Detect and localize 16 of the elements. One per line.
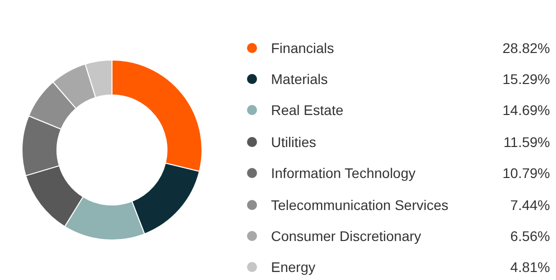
data-label: 10.79%	[502, 165, 550, 182]
legend-label: Information Technology	[271, 165, 416, 182]
legend-label: Materials	[271, 71, 329, 88]
data-label: 4.81%	[510, 259, 550, 276]
legend-label: Real Estate	[271, 102, 344, 118]
data-label: 15.29%	[502, 71, 550, 88]
data-label: 14.69%	[502, 102, 550, 118]
legend-label: Energy	[271, 259, 316, 276]
legend-label: Telecommunication Services	[271, 196, 450, 213]
legend-label: Financials	[271, 40, 336, 56]
data-label: 6.56%	[510, 228, 550, 244]
data-label: 7.44%	[510, 196, 550, 213]
data-label: 11.59%	[504, 134, 550, 150]
data-label: 28.82%	[502, 40, 550, 56]
legend-label: Utilities	[271, 134, 318, 150]
legend-label: Consumer Discretionary	[271, 228, 422, 244]
